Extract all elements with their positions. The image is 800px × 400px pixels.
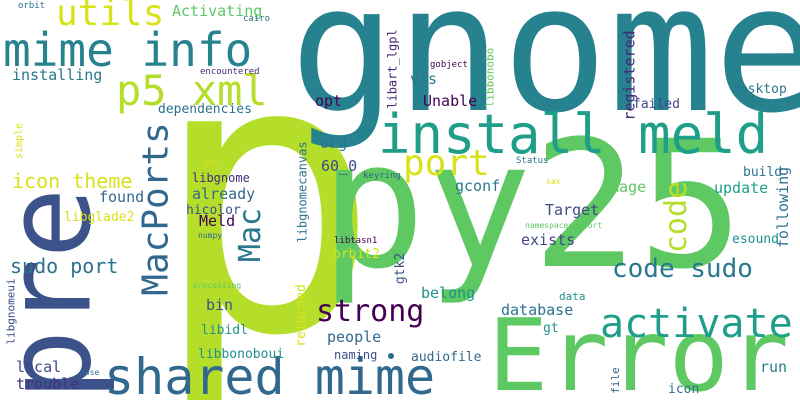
word-org: org — [320, 134, 348, 152]
word-sax: sax — [546, 177, 561, 186]
word-failed: failed — [633, 97, 680, 112]
word-processing: processing — [193, 281, 242, 290]
word-libgnomeui: libgnomeui — [4, 278, 18, 345]
word-people: people — [327, 328, 382, 346]
word-gnome: gnome — [290, 0, 800, 152]
word-bin: bin — [206, 296, 234, 314]
word-exists: exists — [521, 231, 576, 249]
word-vfs: vfs — [410, 70, 438, 88]
word-namespacesupport: namespacesupport — [525, 221, 603, 230]
word-local: local — [16, 358, 62, 376]
word-database: database — [501, 301, 574, 319]
word-status: Status — [516, 156, 549, 166]
word-libart-lgpl: libart_lgpl — [385, 29, 400, 109]
word-libidl: libidl — [201, 323, 248, 338]
word-belong: belong — [421, 284, 476, 302]
word-install-meld: install meld — [378, 103, 769, 166]
word-orbit2: orbit2 — [333, 247, 380, 262]
word-hicolor: hicolor — [186, 203, 241, 218]
word-macports: MacPorts — [135, 122, 177, 296]
word-target: Target — [545, 201, 600, 219]
word-opt: opt — [315, 92, 343, 110]
word-installing: installing — [12, 66, 103, 84]
word-nose: nose — [80, 368, 100, 377]
word-simple: simple — [14, 122, 26, 160]
word-p5-xml: p5 xml — [116, 66, 268, 115]
word-activate: activate — [600, 301, 793, 347]
word-py25: py25 — [320, 103, 744, 308]
word-dependencies: dependencies — [158, 102, 252, 117]
word-update: update — [714, 179, 769, 197]
word-file: file — [608, 367, 622, 394]
word-build: build — [743, 165, 783, 180]
word-returned: returned — [293, 284, 309, 347]
word-libtasn1: libtasn1 — [334, 236, 378, 246]
word-numpy: numpy — [198, 231, 223, 240]
word-data: data — [559, 290, 586, 303]
word-gconf: gconf — [455, 177, 501, 195]
word-utils: utils — [56, 0, 165, 34]
word-found: found — [99, 188, 145, 206]
word-audiofile: audiofile — [411, 350, 482, 365]
word-gtk: gtk — [203, 159, 218, 168]
word-keyring: keyring — [363, 171, 401, 181]
word-cairo: cairo — [243, 14, 271, 24]
word-gobject: gobject — [430, 60, 468, 70]
word-naming: naming — [334, 348, 378, 362]
word-sudo-port: sudo port — [10, 254, 119, 278]
word-gt: gt — [543, 321, 559, 336]
dot-mark — [388, 353, 394, 359]
word-shared-mime: shared mime — [104, 348, 436, 400]
word-libbonobo: libbonobo — [483, 47, 497, 108]
word-esound: esound — [732, 232, 779, 247]
word-orbit: orbit — [18, 1, 46, 11]
word-60-0: 60_0 — [321, 157, 358, 175]
word-strong: strong — [316, 294, 425, 329]
word-trouble: trouble — [16, 375, 80, 393]
word-gtk2: gtk2 — [393, 252, 409, 285]
word-image: Image — [601, 178, 647, 196]
word-port: port — [403, 143, 490, 184]
word-libglade2: libglade2 — [64, 210, 135, 225]
word-already: already — [192, 185, 256, 203]
word-meld: Meld — [199, 212, 236, 230]
word-error: Error — [488, 297, 790, 400]
word-p: p — [152, 0, 381, 400]
word-libgnome: libgnome — [192, 171, 250, 185]
word-mime-info: mime info — [3, 23, 253, 77]
word-run: run — [760, 358, 788, 376]
word-desktop: desktop — [732, 82, 787, 97]
word-code: code — [659, 180, 695, 254]
word-encountered: encountered — [200, 67, 260, 77]
word-activating: Activating — [172, 2, 263, 20]
word-code-sudo: code sudo — [612, 254, 753, 284]
word-icon-theme: icon theme — [12, 169, 133, 193]
word-icon: icon — [668, 382, 700, 397]
word-libbonoboui: libbonoboui — [198, 347, 285, 362]
word-unable: Unable — [423, 92, 478, 110]
word-libgnomecanvas: libgnomecanvas — [295, 141, 310, 243]
